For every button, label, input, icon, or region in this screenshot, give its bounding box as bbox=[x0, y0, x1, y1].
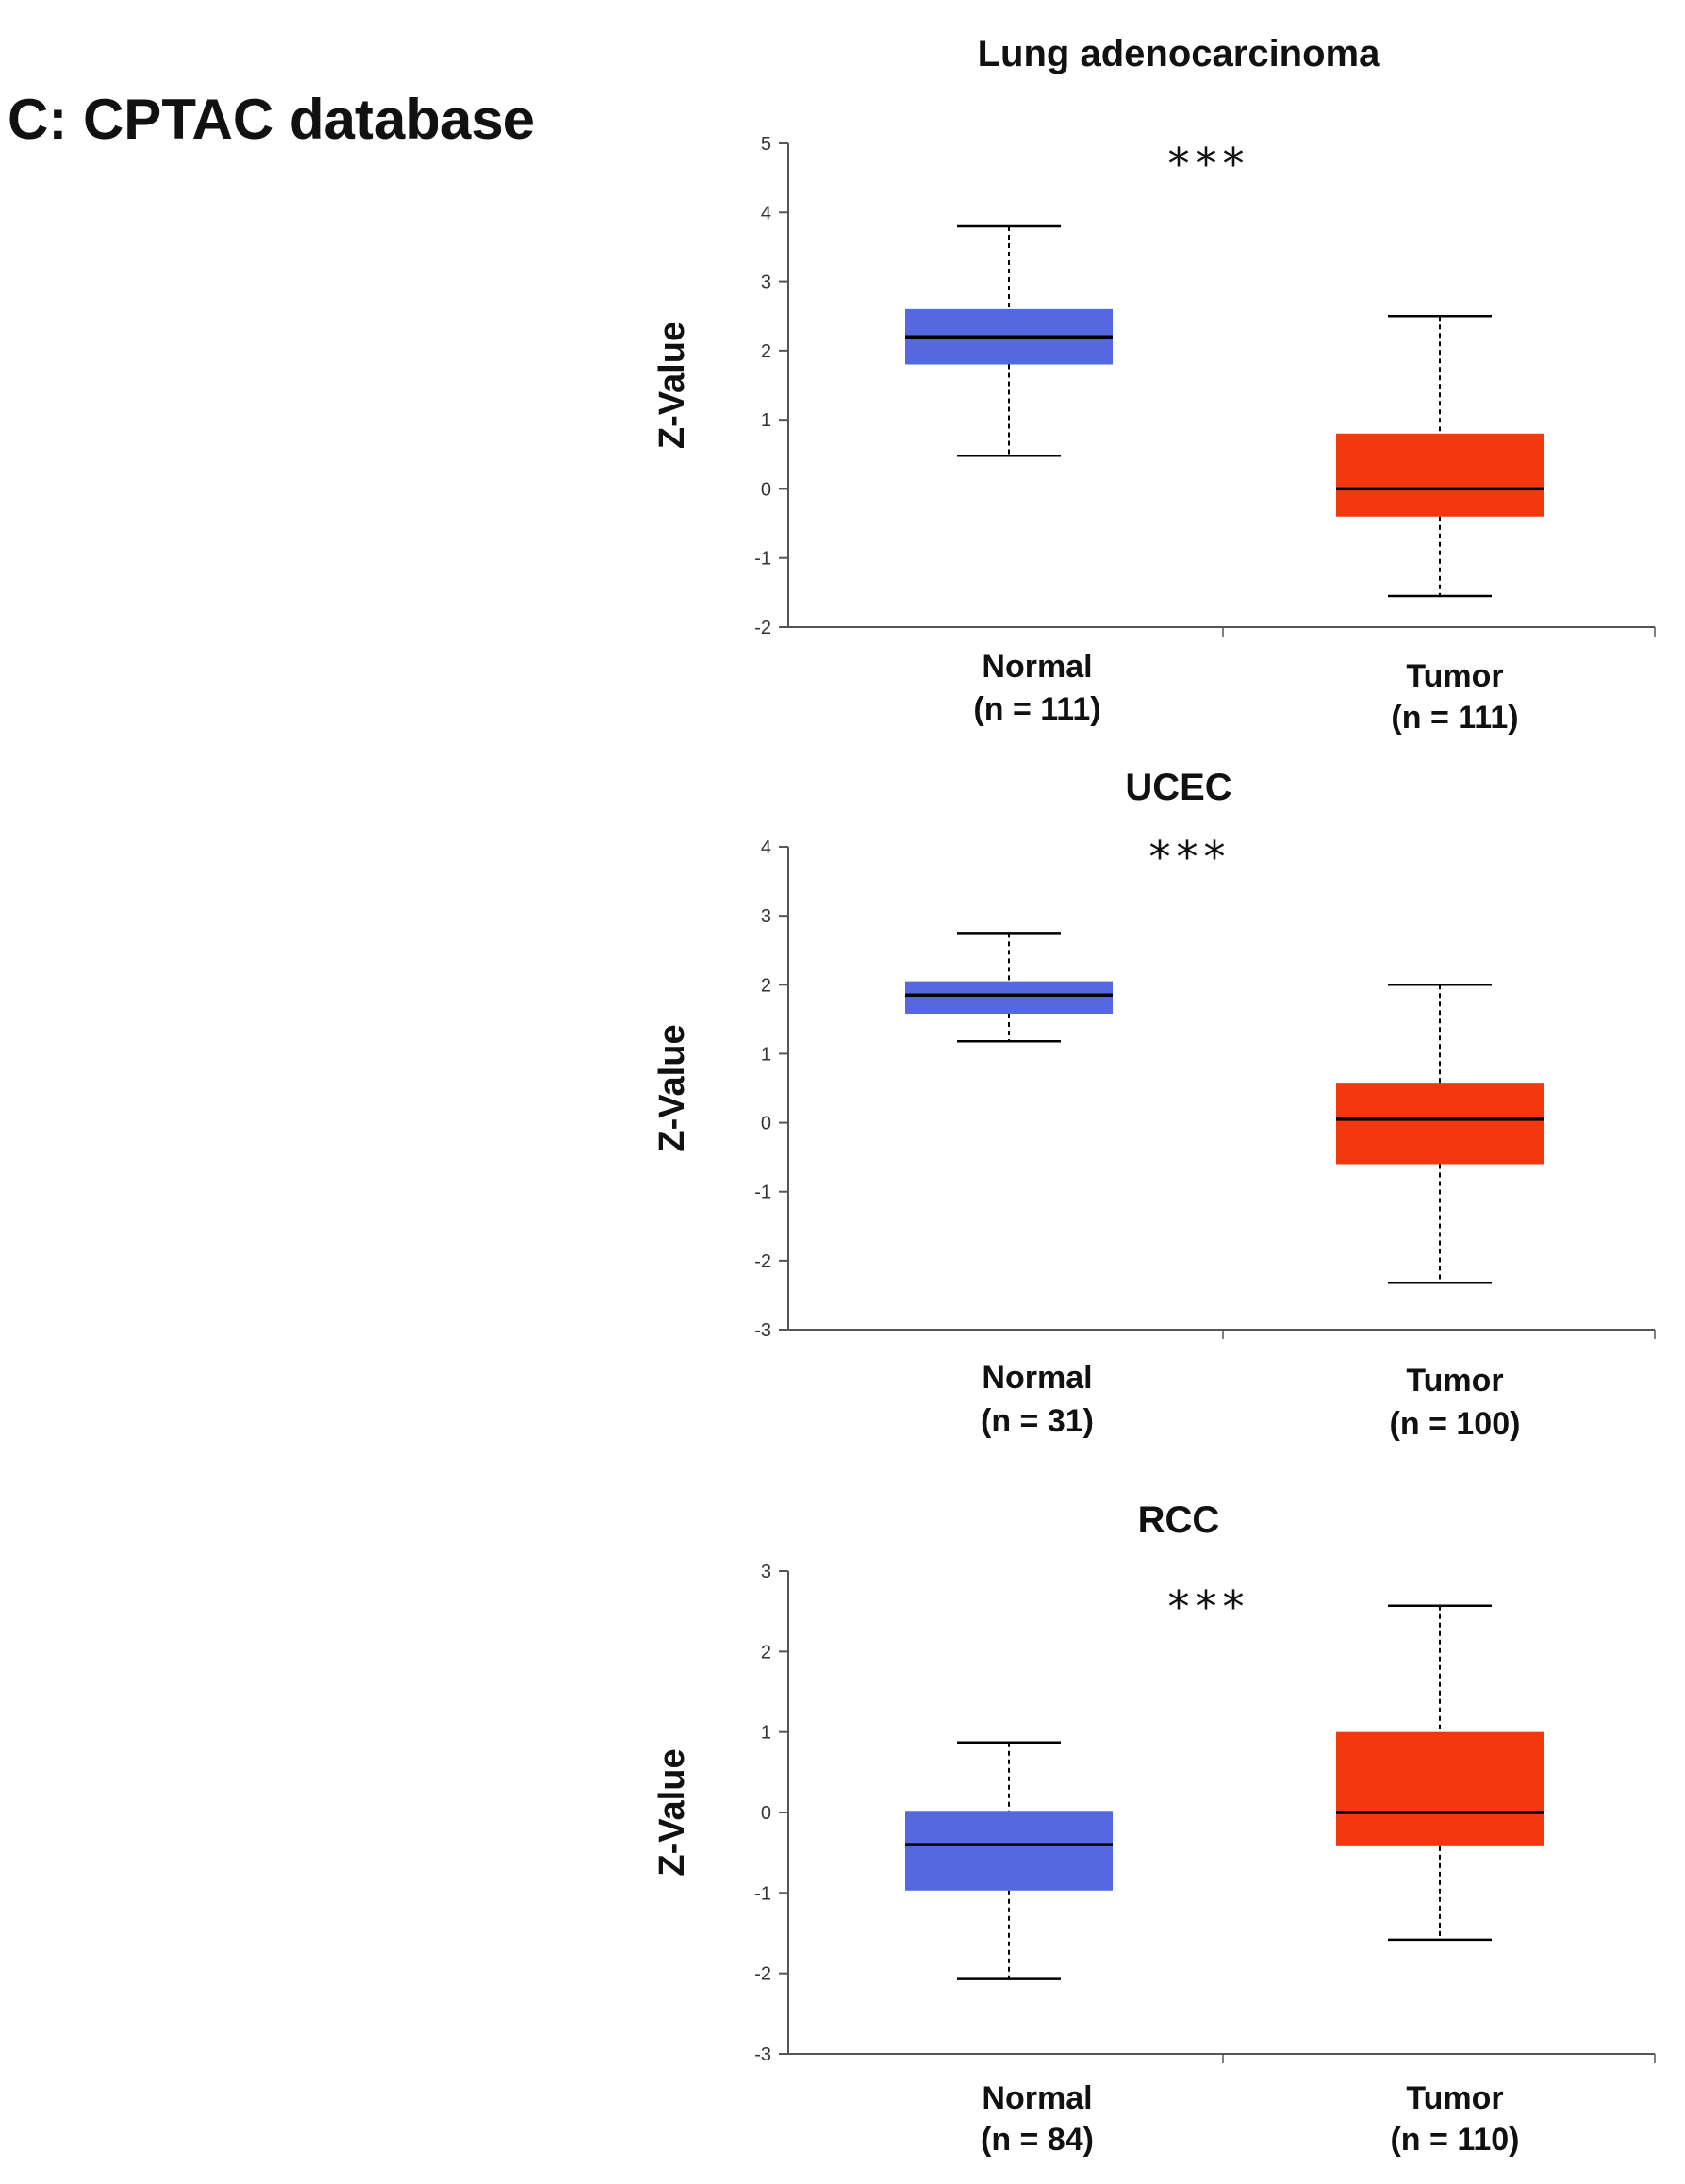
panel-label: C: CPTAC database bbox=[8, 88, 535, 151]
y-tick-label: 4 bbox=[761, 203, 771, 223]
y-axis-label: Z-Value bbox=[653, 322, 692, 449]
sample-size-label: (n = 111) bbox=[973, 691, 1100, 727]
significance-marker: *** bbox=[1168, 139, 1250, 190]
normal-box-group: Normal (n = 31) bbox=[905, 932, 1113, 1439]
y-tick-label: 3 bbox=[761, 906, 771, 927]
boxplot-panel-1: Lung adenocarcinoma 5 4 3 2 1 0 -1 -2 Z-Value *** N… bbox=[653, 33, 1656, 736]
sample-size-label: (n = 110) bbox=[1390, 2122, 1519, 2158]
y-tick-label: 2 bbox=[761, 1642, 771, 1663]
y-tick-label: -1 bbox=[754, 549, 771, 570]
y-tick-label: 2 bbox=[761, 975, 771, 996]
boxplot-panel-2: UCEC 4 3 2 1 0 -1 -2 -3 Z-Value *** Normal (n = 31) T… bbox=[653, 767, 1656, 1442]
boxplot-panel-3: RCC 3 2 1 0 -1 -2 -3 Z-Value *** Normal (n = 84) Tum… bbox=[653, 1499, 1656, 2158]
category-label: Normal bbox=[982, 1360, 1092, 1396]
iqr-box bbox=[905, 1811, 1113, 1891]
y-tick-label: -1 bbox=[754, 1183, 771, 1203]
normal-box-group: Normal (n = 111) bbox=[905, 224, 1113, 727]
y-tick-label: -2 bbox=[754, 618, 771, 638]
sample-size-label: (n = 31) bbox=[981, 1403, 1094, 1439]
y-tick-label: 1 bbox=[761, 410, 771, 431]
category-label: Normal bbox=[982, 2080, 1092, 2116]
y-tick-label: 4 bbox=[761, 837, 771, 858]
category-label: Tumor bbox=[1406, 2080, 1503, 2116]
y-tick-label: 3 bbox=[761, 273, 771, 293]
y-tick-label: 3 bbox=[761, 1562, 771, 1582]
y-tick-label: 1 bbox=[761, 1044, 771, 1065]
y-tick-label: 0 bbox=[761, 1114, 771, 1134]
sample-size-label: (n = 100) bbox=[1390, 1406, 1521, 1442]
sample-size-label: (n = 111) bbox=[1391, 700, 1518, 736]
tumor-box-group: Tumor (n = 111) bbox=[1336, 314, 1544, 736]
iqr-box bbox=[1336, 1731, 1544, 1846]
y-tick-label: 0 bbox=[761, 1803, 771, 1824]
chart-title: RCC bbox=[1138, 1499, 1220, 1541]
y-tick-label: -3 bbox=[754, 2044, 771, 2065]
iqr-box bbox=[1336, 1083, 1544, 1165]
iqr-box bbox=[905, 981, 1113, 1015]
y-tick-label: 5 bbox=[761, 134, 771, 155]
y-tick-label: -2 bbox=[754, 1964, 771, 1985]
y-tick-label: -3 bbox=[754, 1320, 771, 1341]
category-label: Tumor bbox=[1406, 1363, 1503, 1398]
y-tick-label: -1 bbox=[754, 1883, 771, 1904]
sample-size-label: (n = 84) bbox=[981, 2122, 1094, 2158]
chart-title: UCEC bbox=[1125, 767, 1231, 808]
y-axis-label: Z-Value bbox=[653, 1748, 692, 1876]
significance-marker: *** bbox=[1168, 1581, 1250, 1632]
normal-box-group: Normal (n = 84) bbox=[905, 1741, 1113, 2158]
iqr-box bbox=[1336, 433, 1544, 517]
y-axis-label: Z-Value bbox=[653, 1024, 692, 1151]
tumor-box-group: Tumor (n = 110) bbox=[1336, 1604, 1544, 2158]
tumor-box-group: Tumor (n = 100) bbox=[1336, 984, 1544, 1442]
chart-title: Lung adenocarcinoma bbox=[978, 33, 1380, 74]
y-tick-label: 0 bbox=[761, 479, 771, 500]
y-tick-label: 1 bbox=[761, 1723, 771, 1744]
y-tick-label: -2 bbox=[754, 1251, 771, 1272]
y-tick-label: 2 bbox=[761, 341, 771, 362]
category-label: Tumor bbox=[1406, 658, 1503, 694]
category-label: Normal bbox=[982, 649, 1092, 685]
significance-marker: *** bbox=[1149, 832, 1231, 883]
